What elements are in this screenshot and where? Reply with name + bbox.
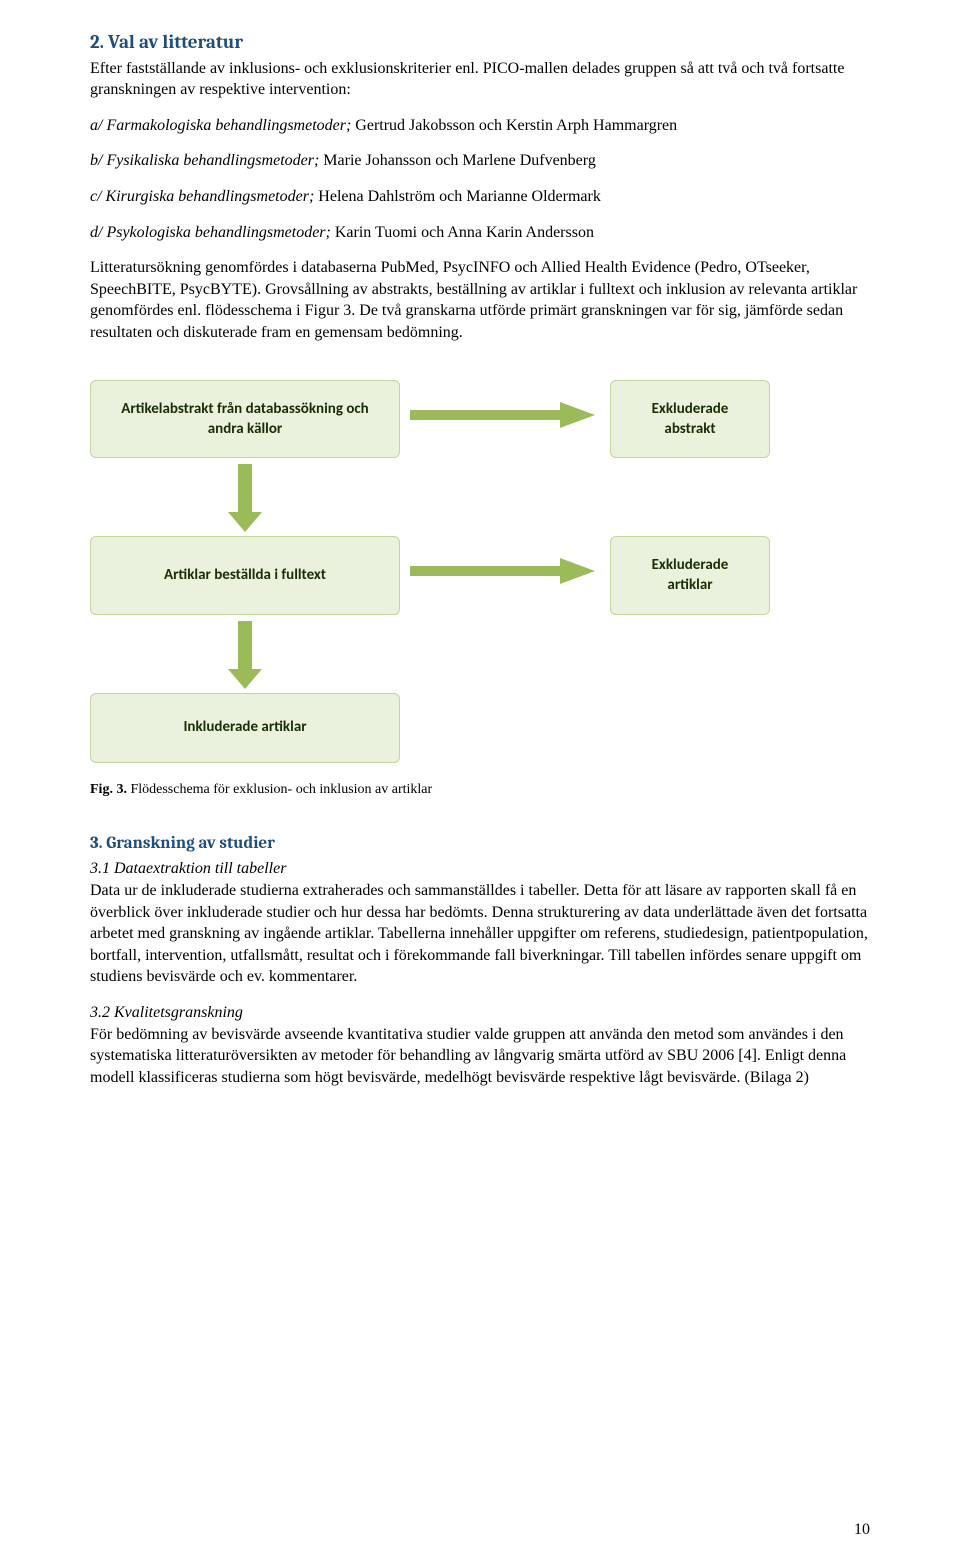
list-item-a: a/ Farmakologiska behandlingsmetoder; Ge… [90,115,870,137]
flow-row-2: Artiklar beställda i fulltext Exkluderad… [90,536,770,615]
arrow-down-icon [90,458,400,536]
flow-row-3: Inkluderade artiklar [90,693,770,763]
section-3-2-body: För bedömning av bevisvärde avseende kva… [90,1024,870,1089]
arrow-right-icon [400,380,600,450]
arrow-down-1 [90,458,400,536]
list-item-d-names: Karin Tuomi och Anna Karin Andersson [331,224,594,241]
list-item-c-names: Helena Dahlström och Marianne Oldermark [314,188,601,205]
list-item-c-label: c/ Kirurgiska behandlingsmetoder; [90,188,314,205]
arrow-down-2 [90,615,400,693]
figure-3-caption-rest: Flödesschema för exklusion- och inklusio… [127,782,432,797]
list-item-b: b/ Fysikaliska behandlingsmetoder; Marie… [90,150,870,172]
list-item-b-names: Marie Johansson och Marlene Dufvenberg [319,152,596,169]
flow-box-abstracts: Artikelabstrakt från databassökning och … [90,380,400,459]
arrow-right-icon [400,536,600,606]
flow-box-fulltext: Artiklar beställda i fulltext [90,536,400,615]
arrow-right-2 [400,536,600,606]
flowchart: Artikelabstrakt från databassökning och … [90,380,770,763]
section-3-1-body: Data ur de inkluderade studierna extrahe… [90,880,870,988]
section-3-2-title: 3.2 Kvalitetsgranskning [90,1002,870,1024]
list-item-a-names: Gertrud Jakobsson och Kerstin Arph Hamma… [351,117,677,134]
section-2-heading: 2. Val av litteratur [90,30,870,56]
flow-box-excluded-articles: Exkluderade artiklar [610,536,770,615]
figure-3-caption: Fig. 3. Flödesschema för exklusion- och … [90,781,870,800]
list-item-d: d/ Psykologiska behandlingsmetoder; Kari… [90,222,870,244]
page-number: 10 [854,1519,870,1541]
section-3-heading: 3. Granskning av studier [90,833,870,856]
list-item-c: c/ Kirurgiska behandlingsmetoder; Helena… [90,186,870,208]
flow-row-1: Artikelabstrakt från databassökning och … [90,380,770,459]
arrow-right-1 [400,380,600,450]
list-item-d-label: d/ Psykologiska behandlingsmetoder; [90,224,331,241]
list-item-b-label: b/ Fysikaliska behandlingsmetoder; [90,152,319,169]
section-3-1-title: 3.1 Dataextraktion till tabeller [90,858,870,880]
flow-box-excluded-abstracts: Exkluderade abstrakt [610,380,770,459]
section-2-body: Litteratursökning genomfördes i database… [90,257,870,343]
flow-box-included: Inkluderade artiklar [90,693,400,763]
list-item-a-label: a/ Farmakologiska behandlingsmetoder; [90,117,351,134]
section-2-intro: Efter fastställande av inklusions- och e… [90,58,870,101]
arrow-down-icon [90,615,400,693]
figure-3-caption-bold: Fig. 3. [90,782,127,797]
